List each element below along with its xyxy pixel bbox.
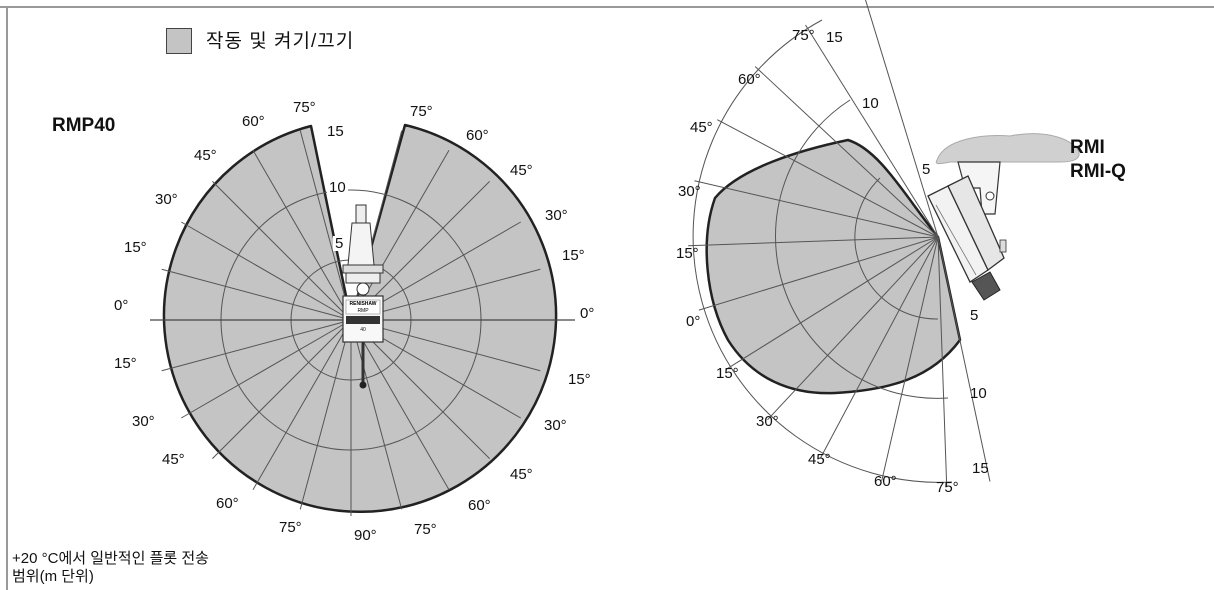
rmi-spoke [698,236,939,311]
rmp40-spoke [212,181,352,321]
rmp40-angle-ll-75: 75° [279,519,302,536]
rmp40-angle-ul-75: 75° [293,99,316,116]
rmp40-spoke [299,130,352,321]
rmi-angle-left-0: 0° [686,313,701,330]
rmi-spoke [754,66,939,238]
rmi-angle-bottom-45: 45° [808,451,831,468]
rmp40-angle-ul-45: 45° [194,147,217,164]
rmp40-spoke [181,319,352,419]
rmi-spoke [694,180,939,238]
rmi-range-top-15: 15 [826,29,843,46]
rmi-arc-5 [854,177,939,320]
rmp40-angle-lr-15: 15° [568,371,591,388]
rmi-range-plot [688,0,1080,487]
rmp40-range-label-15: 15 [325,123,346,140]
rmi-range-bottom-15: 15 [972,460,989,477]
legend-swatch [166,28,192,54]
rmi-angle-bottom-60: 60° [874,473,897,490]
rmi-spoke [937,236,948,487]
rmp40-angle-ll-45: 45° [162,451,185,468]
rmi-spoke [767,236,939,421]
rmp40-angle-ur-15: 15° [562,247,585,264]
rmi-title: RMI [1070,137,1105,158]
rmp40-spoke [350,319,403,510]
rmi-q-title: RMI-Q [1070,161,1126,182]
rmp40-angle-ul-30: 30° [155,191,178,208]
rmp40-title: RMP40 [52,115,116,136]
frame-top-border [0,6,1214,8]
rmi-coverage-area [705,138,962,395]
probe-model-label: RMP [357,308,369,314]
rmp40-angle-ul-60: 60° [242,113,265,130]
rmi-range-top-10: 10 [862,95,879,112]
rmi-angle-left-45: 45° [690,119,713,136]
legend-label: 작동 및 켜기/끄기 [206,31,355,52]
rmp40-angle-ll-60: 60° [216,495,239,512]
rmp40-range-label-10: 10 [327,179,348,196]
footnote-line-2: 범위(m 단위) [12,568,94,585]
rmi-spoke [725,236,939,370]
rmi-spoke [805,24,939,238]
frame-left-border [6,6,8,590]
rmi-range-bottom-10: 10 [970,385,987,402]
rmi-spoke [820,236,939,458]
rmp40-spoke [350,319,490,459]
rmi-range-top-5: 5 [920,161,933,178]
rmp40-angle-ur-30: 30° [545,207,568,224]
rmp40-spoke [181,221,352,321]
rmp40-angle-lr-45: 45° [510,466,533,483]
rmp40-angle-bottom-90: 90° [354,527,377,544]
rmp40-angle-ll-15: 15° [114,355,137,372]
rmp40-spoke [252,150,352,321]
rmp40-range-plot: RENISHAW RMP 40 [150,123,575,516]
rmp40-range-label-5: 5 [333,235,346,252]
rmi-angle-bottom-75: 75° [936,479,959,496]
rmp40-angle-lr-60: 60° [468,497,491,514]
rmp40-probe-icon [342,204,384,389]
rmp40-spoke [212,319,352,459]
rmi-receiver-icon [927,133,1080,301]
rmi-angle-left-75: 75° [792,27,815,44]
rmi-range-bottom-5: 5 [968,307,981,324]
rmi-angle-left-30: 30° [678,183,701,200]
rmi-angle-bottom-15: 15° [716,365,739,382]
rmp40-angle-ll-30: 30° [132,413,155,430]
probe-brand-label: RENISHAW [350,301,377,307]
rmi-angle-left-60: 60° [738,71,761,88]
rmp40-angle-lr-75: 75° [414,521,437,538]
rmi-spoke [881,236,939,481]
rmi-angle-bottom-30: 30° [756,413,779,430]
rmi-arc-15 [692,19,953,483]
rmp40-spoke [161,319,352,372]
rmi-range-arcs [692,19,953,483]
rmp40-spoke [252,319,352,490]
rmp40-angle-zero-right: 0° [580,305,595,322]
rmi-spoke [717,119,939,238]
rmp40-angle-ul-15: 15° [124,239,147,256]
rmp40-spoke [299,319,352,510]
rmp40-angle-ur-75: 75° [410,103,433,120]
rmp40-spoke [350,319,450,490]
rmi-angle-spokes [688,0,991,487]
rmp40-angle-lr-30: 30° [544,417,567,434]
rmp40-angle-ur-45: 45° [510,162,533,179]
rmi-arc-10 [775,99,949,399]
rmi-angle-left-15: 15° [676,245,699,262]
rmp40-spoke [161,268,352,321]
rmi-spoke [937,236,991,482]
rmi-spoke [688,236,939,247]
rmp40-angle-zero-left: 0° [114,297,129,314]
rmi-spoke [865,0,939,238]
footnote-line-1: +20 °C에서 일반적인 플롯 전송 [12,550,209,567]
rmp40-angle-ur-60: 60° [466,127,489,144]
probe-size-label: 40 [360,327,366,333]
